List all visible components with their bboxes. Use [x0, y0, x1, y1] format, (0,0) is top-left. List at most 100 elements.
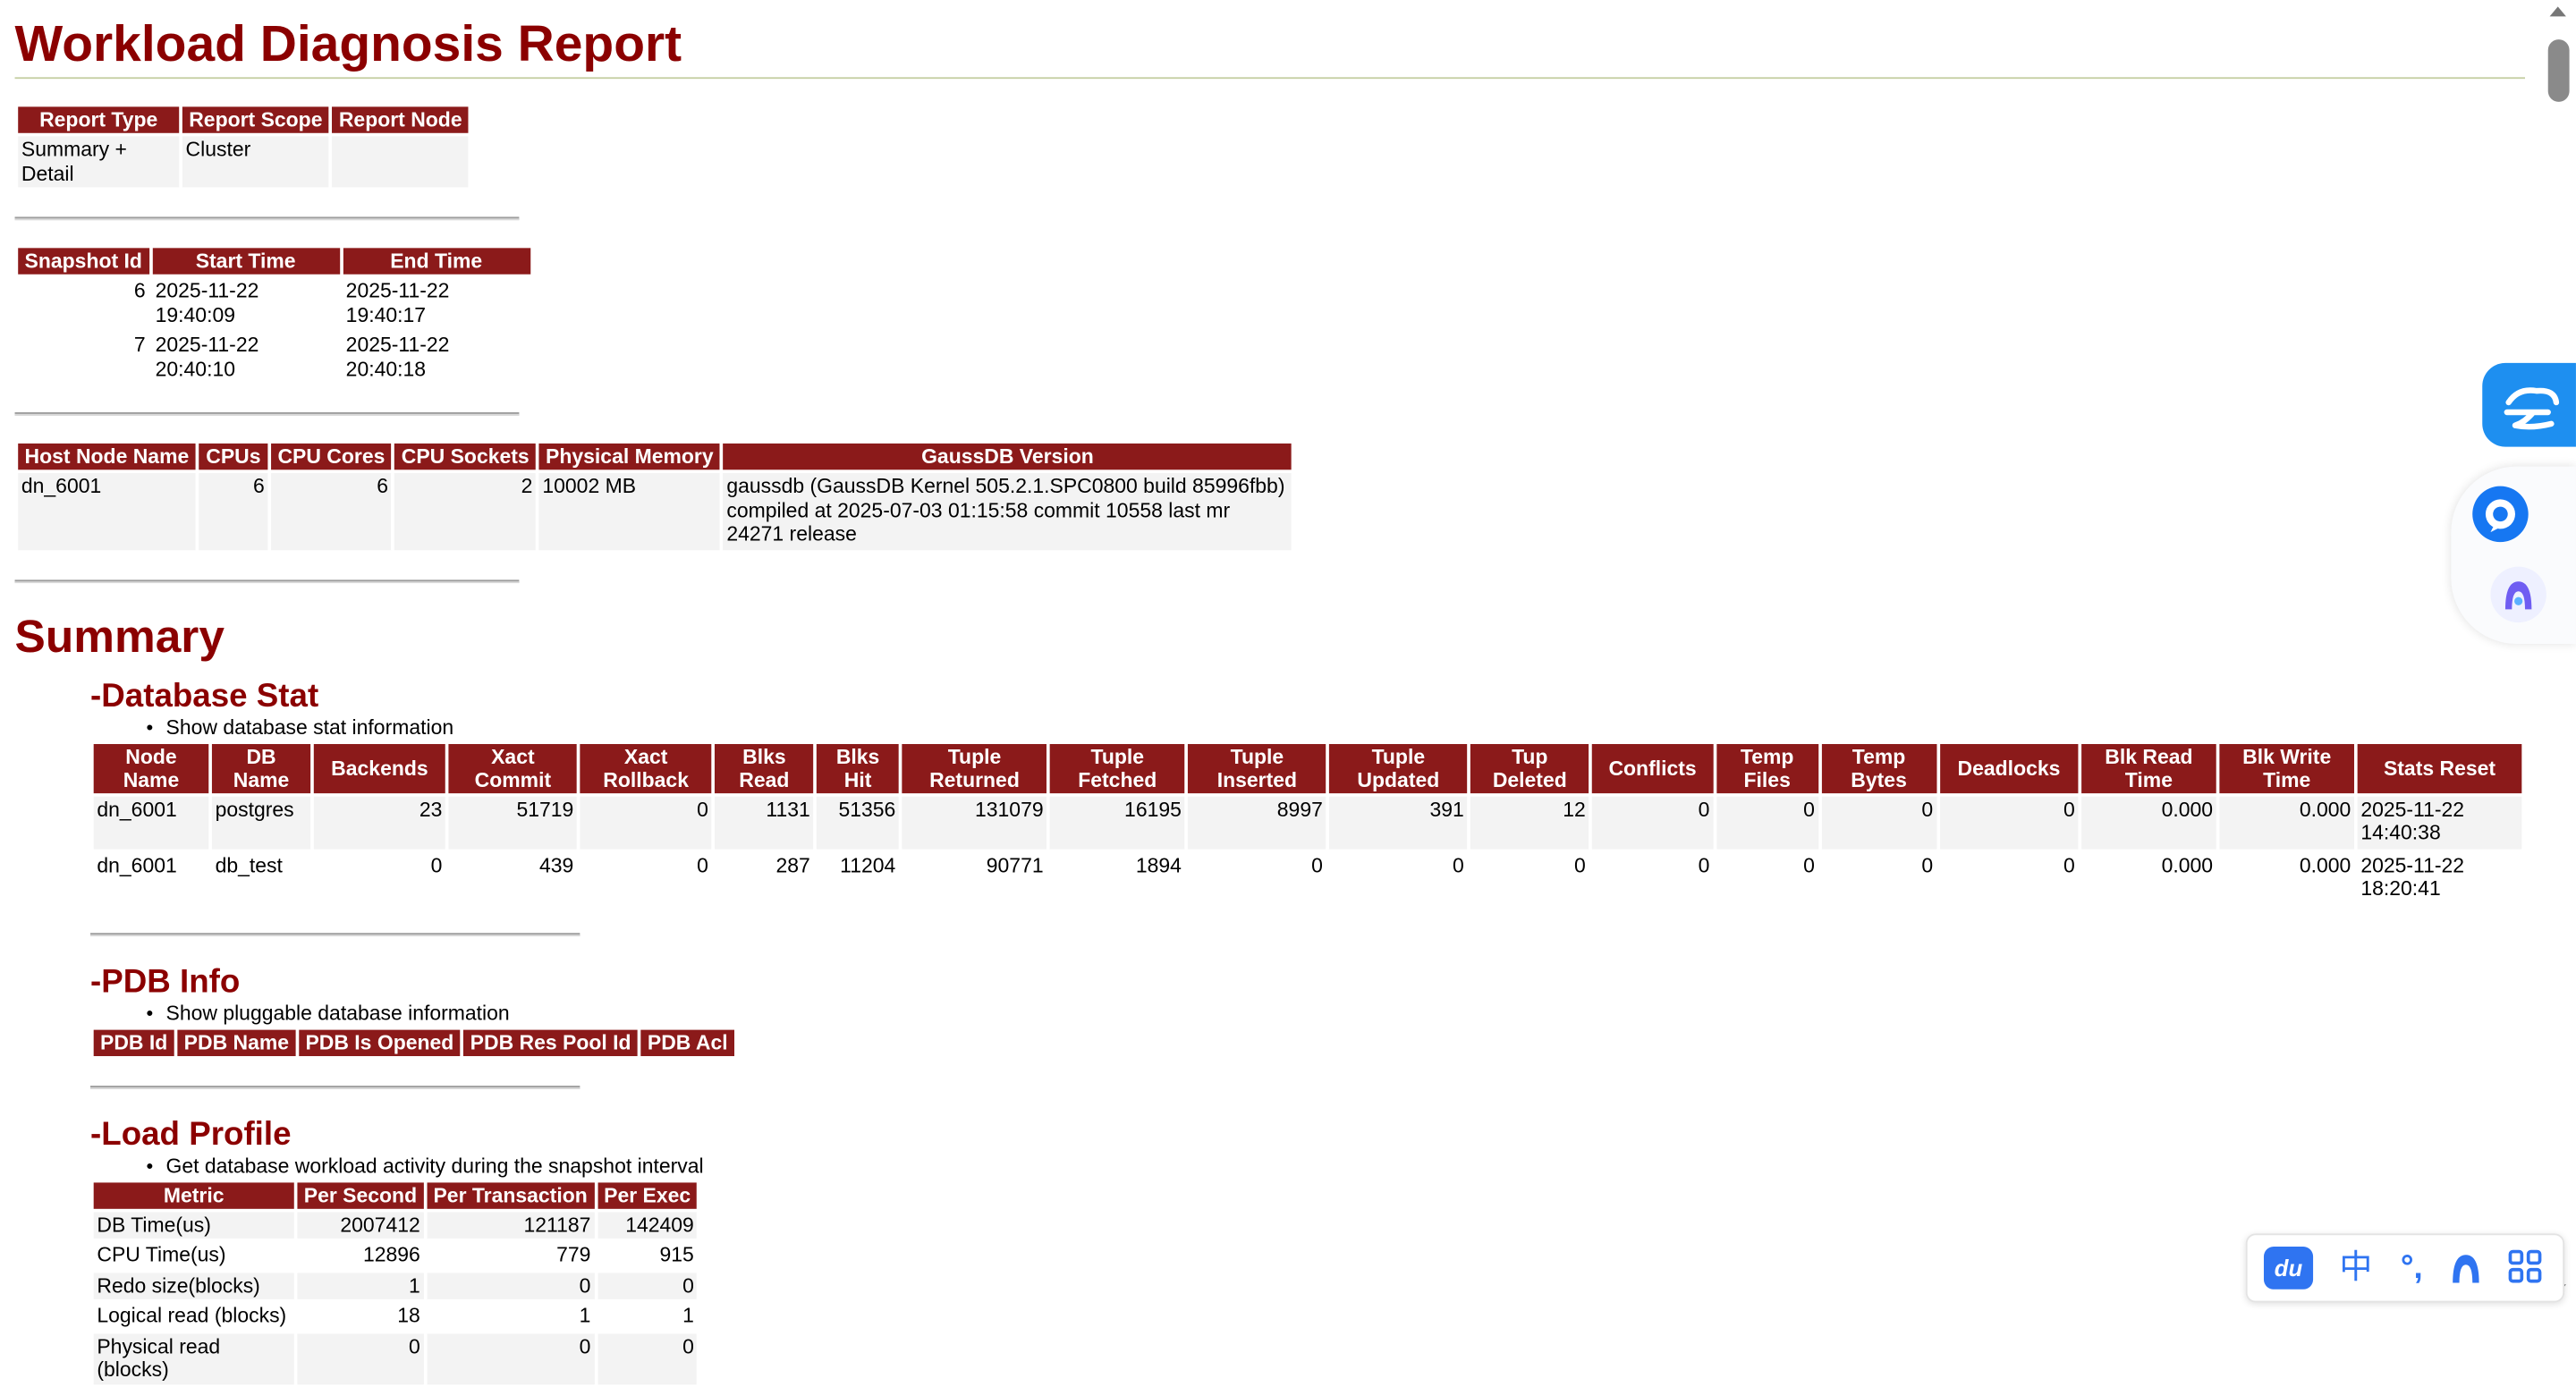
column-header: DB Name [211, 743, 311, 793]
column-header: PDB Is Opened [299, 1028, 461, 1056]
scroll-up-arrow-icon[interactable] [2549, 6, 2566, 17]
table-cell: 7 [18, 332, 149, 383]
column-header: Tuple Updated [1329, 743, 1468, 793]
table-cell [332, 136, 469, 188]
column-header: Tuple Fetched [1049, 743, 1185, 793]
table-row: dn_6001 db_test 0 439 0 287 11204 90771 … [93, 851, 2522, 903]
a-logo-icon [2453, 1255, 2479, 1283]
table-cell: 287 [715, 851, 814, 903]
ime-language-toggle[interactable]: 中 [2339, 1249, 2373, 1287]
table-cell: CPU Time(us) [93, 1241, 294, 1269]
column-header: Report Type [18, 106, 180, 133]
column-header: CPU Sockets [394, 443, 537, 470]
load-profile-table: Metric Per Second Per Transaction Per Ex… [90, 1179, 700, 1387]
assistant-button[interactable] [2472, 486, 2529, 543]
table-cell: 51719 [448, 795, 577, 849]
column-header: CPUs [199, 443, 268, 470]
ime-toolbar: du 中 °, [2245, 1233, 2565, 1303]
table-cell: 0 [1939, 851, 2079, 903]
column-header: Per Second [297, 1181, 424, 1208]
database-stat-heading: -Database Stat [90, 677, 319, 715]
cloud-widget-button[interactable] [2482, 362, 2576, 447]
table-cell: 0 [1821, 851, 1936, 903]
table-header-row: PDB Id PDB Name PDB Is Opened PDB Res Po… [93, 1028, 735, 1056]
table-cell: 2025-11-22 20:40:18 [343, 332, 530, 383]
ime-logo-text: du [2274, 1255, 2303, 1281]
a-logo-icon [2504, 581, 2532, 610]
table-cell: 51356 [817, 795, 899, 849]
table-cell: 18 [297, 1302, 424, 1330]
column-header: Per Transaction [427, 1181, 595, 1208]
table-cell: 0 [580, 795, 712, 849]
divider [14, 412, 520, 416]
table-cell: 0 [1592, 795, 1714, 849]
table-cell: 439 [448, 851, 577, 903]
ime-punctuation-toggle[interactable]: °, [2400, 1249, 2423, 1287]
column-header: End Time [343, 248, 530, 275]
table-cell: 0.000 [2219, 851, 2354, 903]
a-logo-button[interactable] [2490, 566, 2546, 623]
scrollbar-thumb[interactable] [2547, 39, 2570, 102]
table-row: dn_6001 postgres 23 51719 0 1131 51356 1… [93, 795, 2522, 849]
table-cell: db_test [211, 851, 311, 903]
table-cell: 16195 [1049, 795, 1185, 849]
table-cell: 0 [427, 1332, 595, 1384]
table-cell: 6 [18, 277, 149, 329]
ime-a-button[interactable] [2445, 1248, 2487, 1288]
table-cell: 0 [597, 1332, 698, 1384]
table-header-row: Snapshot Id Start Time End Time [18, 248, 530, 275]
table-cell: 2025-11-22 19:40:09 [151, 277, 340, 329]
table-cell: 1894 [1049, 851, 1185, 903]
column-header: Temp Bytes [1821, 743, 1936, 793]
table-cell: Summary + Detail [18, 136, 180, 188]
table-cell: 121187 [427, 1211, 595, 1239]
column-header: PDB Res Pool Id [463, 1028, 638, 1056]
table-cell: Physical read (blocks) [93, 1332, 294, 1384]
table-cell: 915 [597, 1241, 698, 1269]
table-cell: Logical read (blocks) [93, 1302, 294, 1330]
table-cell: 0.000 [2219, 795, 2354, 849]
table-cell: 0 [597, 1272, 698, 1299]
table-cell: 1131 [715, 795, 814, 849]
column-header: Metric [93, 1181, 294, 1208]
column-header: Xact Rollback [580, 743, 712, 793]
table-cell: 2007412 [297, 1211, 424, 1239]
table-cell: 0 [1188, 851, 1326, 903]
column-header: Deadlocks [1939, 743, 2079, 793]
vertical-scrollbar[interactable] [2543, 0, 2576, 1311]
table-cell: 6 [271, 472, 392, 550]
database-stat-table: Node Name DB Name Backends Xact Commit X… [90, 740, 2525, 906]
column-header: Per Exec [597, 1181, 698, 1208]
column-header: Report Node [332, 106, 469, 133]
load-profile-description: Get database workload activity during th… [146, 1154, 2529, 1179]
table-row: dn_6001 6 6 2 10002 MB gaussdb (GaussDB … [18, 472, 1292, 550]
table-cell: 131079 [902, 795, 1047, 849]
table-cell: 1 [597, 1302, 698, 1330]
table-cell: 0 [1470, 851, 1589, 903]
column-header: Tuple Returned [902, 743, 1047, 793]
divider [14, 216, 520, 221]
table-row: Logical read (blocks) 18 1 1 [93, 1302, 698, 1330]
database-stat-section: -Database Stat Show database stat inform… [90, 676, 2529, 1387]
column-header: PDB Id [93, 1028, 174, 1056]
column-header: Host Node Name [18, 443, 196, 470]
table-cell: 8997 [1188, 795, 1326, 849]
table-cell: 12 [1470, 795, 1589, 849]
column-header: Tuple Inserted [1188, 743, 1326, 793]
summary-heading: Summary [14, 610, 225, 662]
table-cell: 0 [1592, 851, 1714, 903]
ime-menu-button[interactable] [2504, 1248, 2546, 1288]
table-cell: 0 [1939, 795, 2079, 849]
ime-logo-button[interactable]: du [2263, 1247, 2314, 1290]
table-cell: Cluster [182, 136, 329, 188]
table-cell: 0 [1716, 795, 1818, 849]
column-header: Conflicts [1592, 743, 1714, 793]
table-cell: 11204 [817, 851, 899, 903]
column-header: Backends [313, 743, 446, 793]
report-info-table: Report Type Report Scope Report Node Sum… [15, 104, 472, 190]
table-cell: 0 [297, 1332, 424, 1384]
table-row: 7 2025-11-22 20:40:10 2025-11-22 20:40:1… [18, 332, 530, 383]
table-cell: DB Time(us) [93, 1211, 294, 1239]
table-cell: 142409 [597, 1211, 698, 1239]
table-cell: 2025-11-22 14:40:38 [2357, 795, 2522, 849]
